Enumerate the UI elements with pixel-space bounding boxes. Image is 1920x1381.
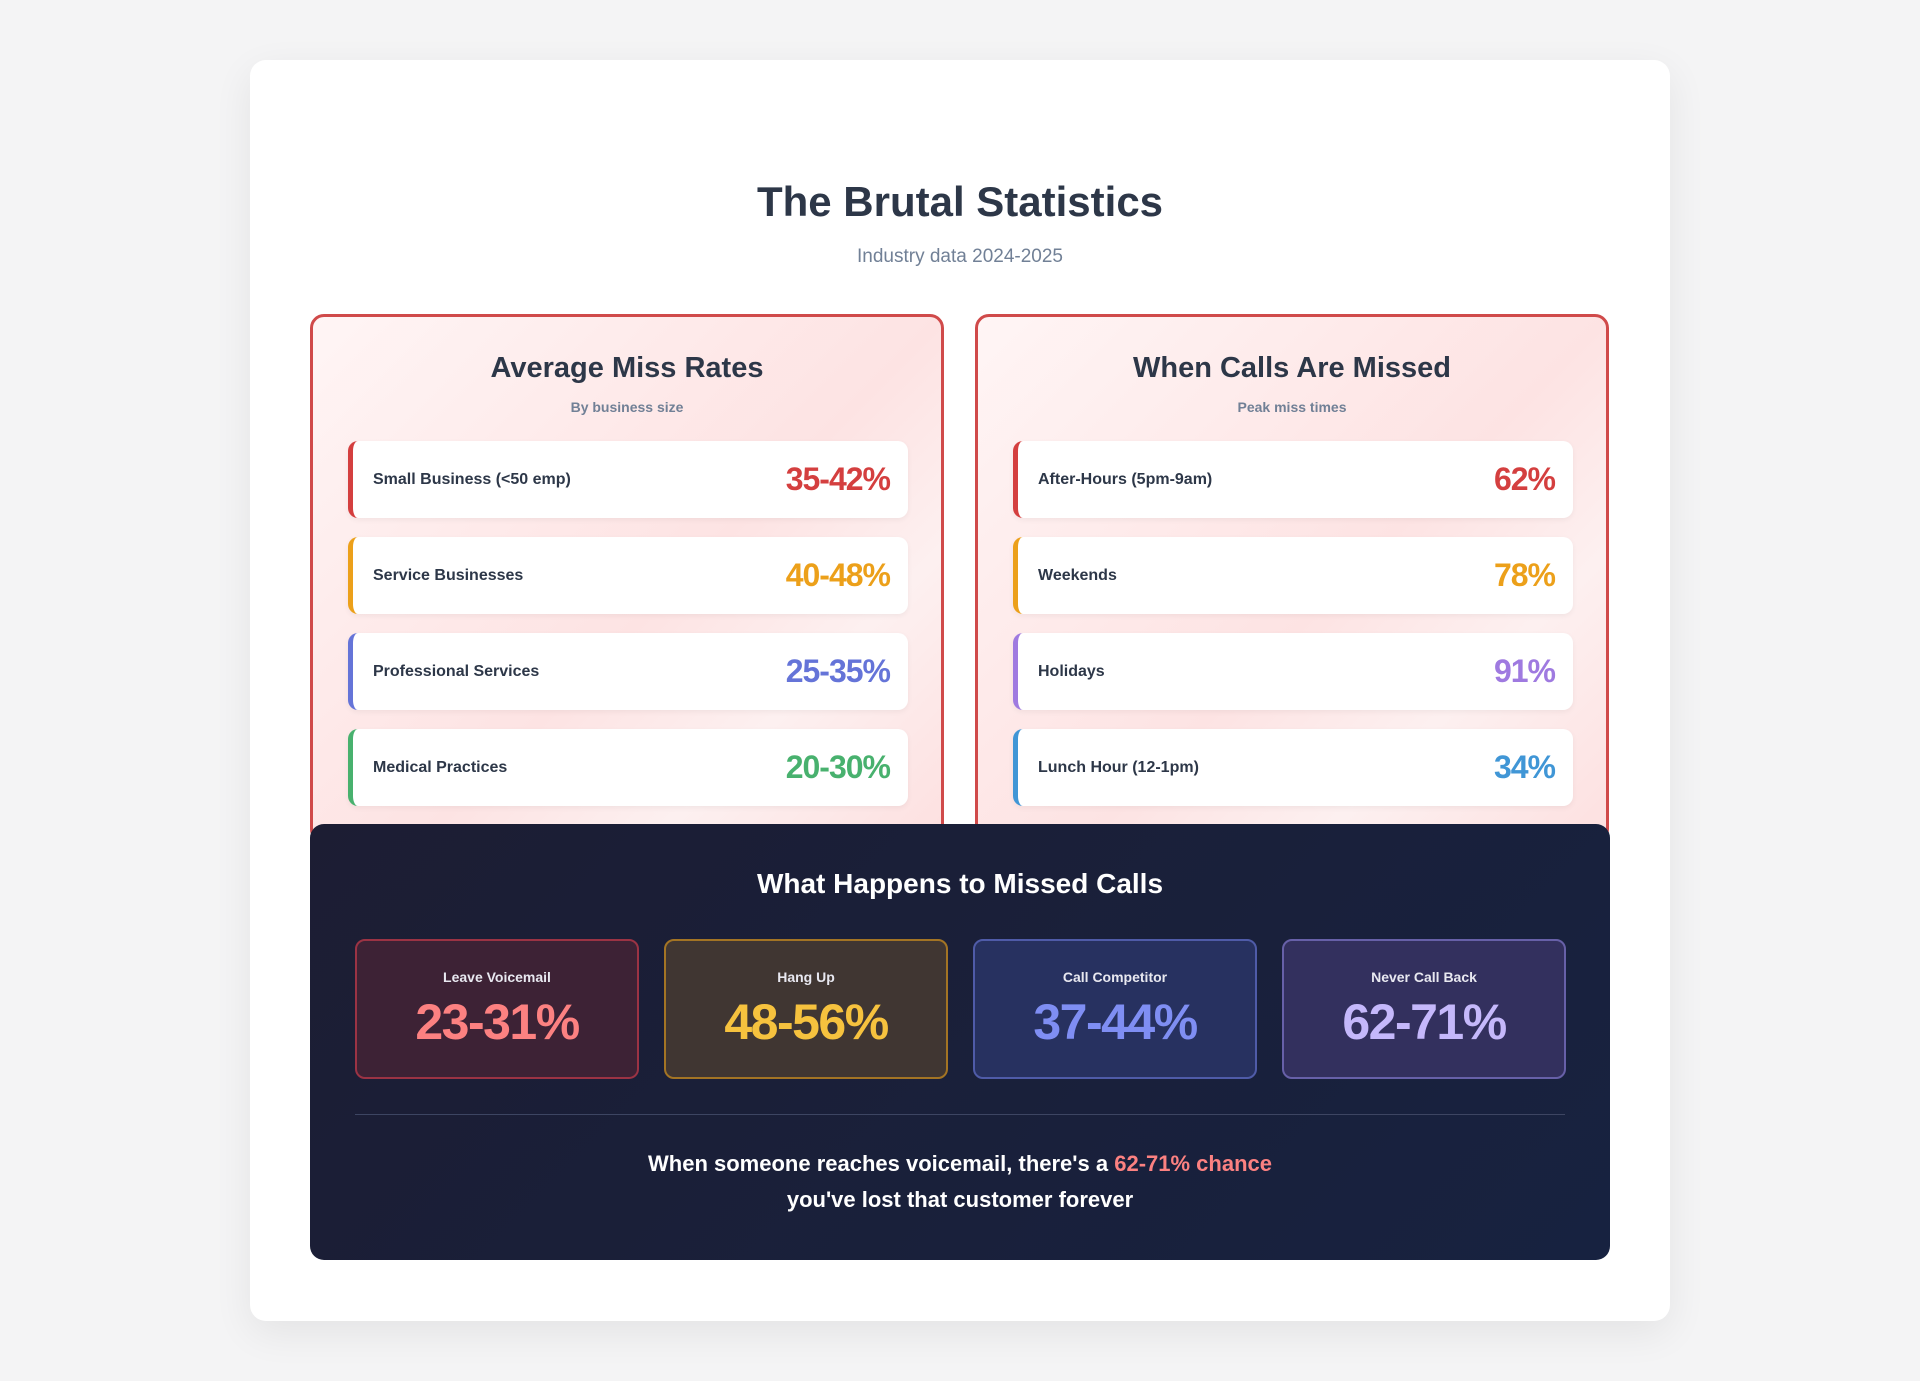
outcome-card: Leave Voicemail 23-31% <box>355 939 639 1079</box>
stat-value: 35-42% <box>785 461 891 497</box>
stat-label: Service Businesses <box>373 567 524 584</box>
outcome-card: Call Competitor 37-44% <box>973 939 1257 1079</box>
summary-highlight: 62-71% chance <box>1114 1151 1272 1176</box>
divider <box>355 1114 1565 1115</box>
stat-label: After-Hours (5pm-9am) <box>1038 471 1213 488</box>
stat-value: 78% <box>1493 557 1556 593</box>
outcome-value: 37-44% <box>1033 994 1198 1050</box>
panel-title: When Calls Are Missed <box>1132 352 1451 384</box>
outcome-card: Never Call Back 62-71% <box>1282 939 1566 1079</box>
outcome-label: Leave Voicemail <box>443 969 551 985</box>
stat-row: Small Business (<50 emp) 35-42% <box>348 441 908 518</box>
stat-row: After-Hours (5pm-9am) 62% <box>1013 441 1573 518</box>
stat-value: 25-35% <box>785 653 891 689</box>
outcome-value: 62-71% <box>1342 994 1507 1050</box>
stat-label: Small Business (<50 emp) <box>373 471 571 488</box>
panel-subtitle: Peak miss times <box>1237 399 1347 415</box>
stat-label: Holidays <box>1038 663 1105 680</box>
stat-row: Professional Services 25-35% <box>348 633 908 710</box>
miss-rates-panel: Average Miss Rates By business size Smal… <box>310 314 944 843</box>
outcome-label: Hang Up <box>777 969 835 985</box>
outcome-card: Hang Up 48-56% <box>664 939 948 1079</box>
stat-row: Medical Practices 20-30% <box>348 729 908 806</box>
outcome-label: Call Competitor <box>1062 969 1168 985</box>
stat-label: Lunch Hour (12-1pm) <box>1038 759 1199 776</box>
summary-text: When someone reaches voicemail, there's … <box>310 1146 1610 1218</box>
stat-row: Service Businesses 40-48% <box>348 537 908 614</box>
stat-value: 20-30% <box>785 749 891 785</box>
stat-row: Lunch Hour (12-1pm) 34% <box>1013 729 1573 806</box>
outcome-value: 23-31% <box>415 994 580 1050</box>
summary-tail: you've lost that customer forever <box>786 1187 1134 1212</box>
stat-row: Weekends 78% <box>1013 537 1573 614</box>
outcomes-title: What Happens to Missed Calls <box>756 868 1164 899</box>
stat-value: 91% <box>1493 653 1556 689</box>
page-subtitle: Industry data 2024-2025 <box>857 246 1063 267</box>
stat-label: Medical Practices <box>373 759 508 776</box>
outcome-label: Never Call Back <box>1371 969 1477 985</box>
miss-times-panel: When Calls Are Missed Peak miss times Af… <box>975 314 1609 843</box>
stat-value: 62% <box>1493 461 1556 497</box>
stats-card: The Brutal Statistics Industry data 2024… <box>250 60 1670 1321</box>
page-title: The Brutal Statistics <box>756 178 1164 225</box>
summary-lead: When someone reaches voicemail, there's … <box>648 1151 1115 1176</box>
panel-title: Average Miss Rates <box>490 352 764 384</box>
outcome-value: 48-56% <box>724 994 889 1050</box>
stat-value: 34% <box>1493 749 1556 785</box>
outcomes-panel: What Happens to Missed Calls Leave Voice… <box>310 824 1610 1260</box>
stat-label: Professional Services <box>373 663 540 680</box>
stat-value: 40-48% <box>785 557 891 593</box>
stat-label: Weekends <box>1038 567 1117 584</box>
stat-row: Holidays 91% <box>1013 633 1573 710</box>
panel-subtitle: By business size <box>570 399 684 415</box>
